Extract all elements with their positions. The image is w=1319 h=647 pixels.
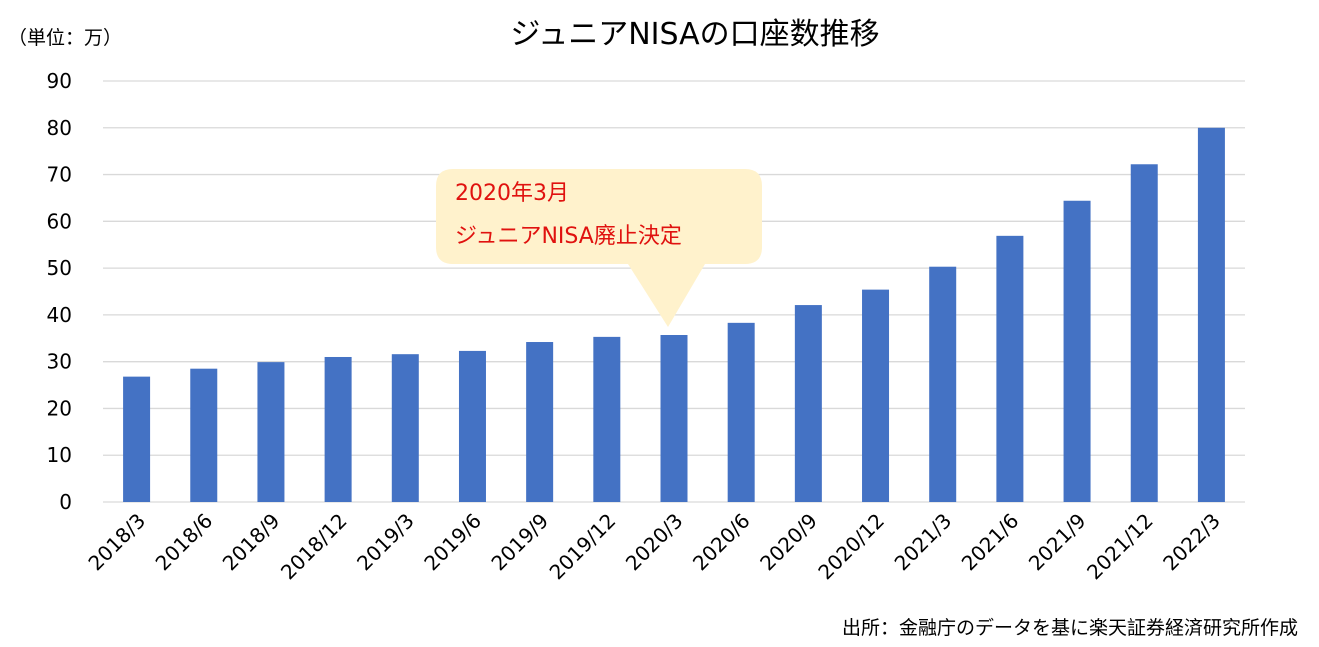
x-tick-label: 2021/6 — [957, 509, 1024, 576]
bar-2019-9 — [526, 342, 554, 502]
y-tick-label: 30 — [47, 350, 72, 374]
y-tick-label: 60 — [47, 209, 72, 233]
callout-line-1: 2020年3月 — [455, 181, 569, 206]
x-tick-label: 2022/3 — [1158, 509, 1225, 576]
x-tick-label: 2019/9 — [486, 509, 553, 576]
annotation-callout: 2020年3月 ジュニアNISA廃止決定 — [436, 169, 762, 327]
y-tick-label: 0 — [59, 490, 72, 514]
bar-2021-12 — [1130, 164, 1158, 502]
bar-2018-9 — [257, 362, 285, 502]
x-tick-label: 2019/12 — [545, 509, 621, 585]
unit-label: （単位：万） — [8, 27, 122, 49]
bar-2020-6 — [727, 322, 755, 502]
callout-bubble — [436, 169, 762, 327]
bars — [123, 127, 1225, 503]
bar-2021-3 — [929, 266, 957, 502]
y-tick-label: 20 — [47, 396, 72, 420]
y-tick-label: 70 — [47, 163, 72, 187]
x-tick-label: 2020/6 — [688, 509, 755, 576]
bar-2020-3 — [660, 335, 688, 502]
x-tick-label: 2019/6 — [419, 509, 486, 576]
x-tick-label: 2018/3 — [83, 509, 150, 576]
x-tick-label: 2018/12 — [276, 509, 352, 585]
x-tick-label: 2018/9 — [218, 509, 285, 576]
x-tick-label: 2020/9 — [755, 509, 822, 576]
bar-2018-3 — [123, 376, 151, 502]
bar-2020-9 — [794, 305, 822, 502]
x-tick-label: 2021/9 — [1024, 509, 1091, 576]
bar-2022-3 — [1197, 127, 1225, 503]
x-tick-label: 2021/12 — [1082, 509, 1158, 585]
y-axis-ticks: 0 10 20 30 40 50 60 70 80 90 — [47, 69, 72, 514]
callout-line-2: ジュニアNISA廃止決定 — [455, 224, 682, 249]
x-tick-label: 2019/3 — [352, 509, 419, 576]
bar-2020-12 — [862, 289, 890, 502]
x-tick-label: 2021/3 — [890, 509, 957, 576]
x-tick-label: 2020/3 — [621, 509, 688, 576]
bar-2018-12 — [324, 356, 352, 502]
bar-2021-9 — [1063, 200, 1091, 503]
bar-2018-6 — [190, 368, 218, 502]
bar-2019-3 — [391, 354, 419, 502]
chart-title: ジュニアNISAの口座数推移 — [510, 17, 879, 52]
y-tick-label: 10 — [47, 443, 72, 467]
y-tick-label: 80 — [47, 116, 72, 140]
bar-2021-6 — [996, 235, 1024, 502]
y-tick-label: 50 — [47, 256, 72, 280]
x-tick-label: 2018/6 — [151, 509, 218, 576]
bar-2019-6 — [458, 350, 486, 502]
y-tick-label: 90 — [47, 69, 72, 93]
y-tick-label: 40 — [47, 303, 72, 327]
source-note: 出所：金融庁のデータを基に楽天証券経済研究所作成 — [842, 617, 1298, 639]
bar-2019-12 — [593, 336, 621, 502]
x-tick-label: 2020/12 — [813, 509, 889, 585]
